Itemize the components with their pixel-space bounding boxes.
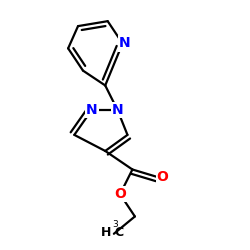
Text: N: N — [119, 36, 131, 51]
Text: 3: 3 — [113, 220, 118, 229]
Text: N: N — [112, 103, 124, 117]
Text: C: C — [115, 226, 124, 239]
Text: O: O — [114, 187, 126, 201]
Text: H: H — [101, 226, 112, 239]
Text: N: N — [86, 103, 98, 117]
Text: O: O — [157, 170, 168, 184]
